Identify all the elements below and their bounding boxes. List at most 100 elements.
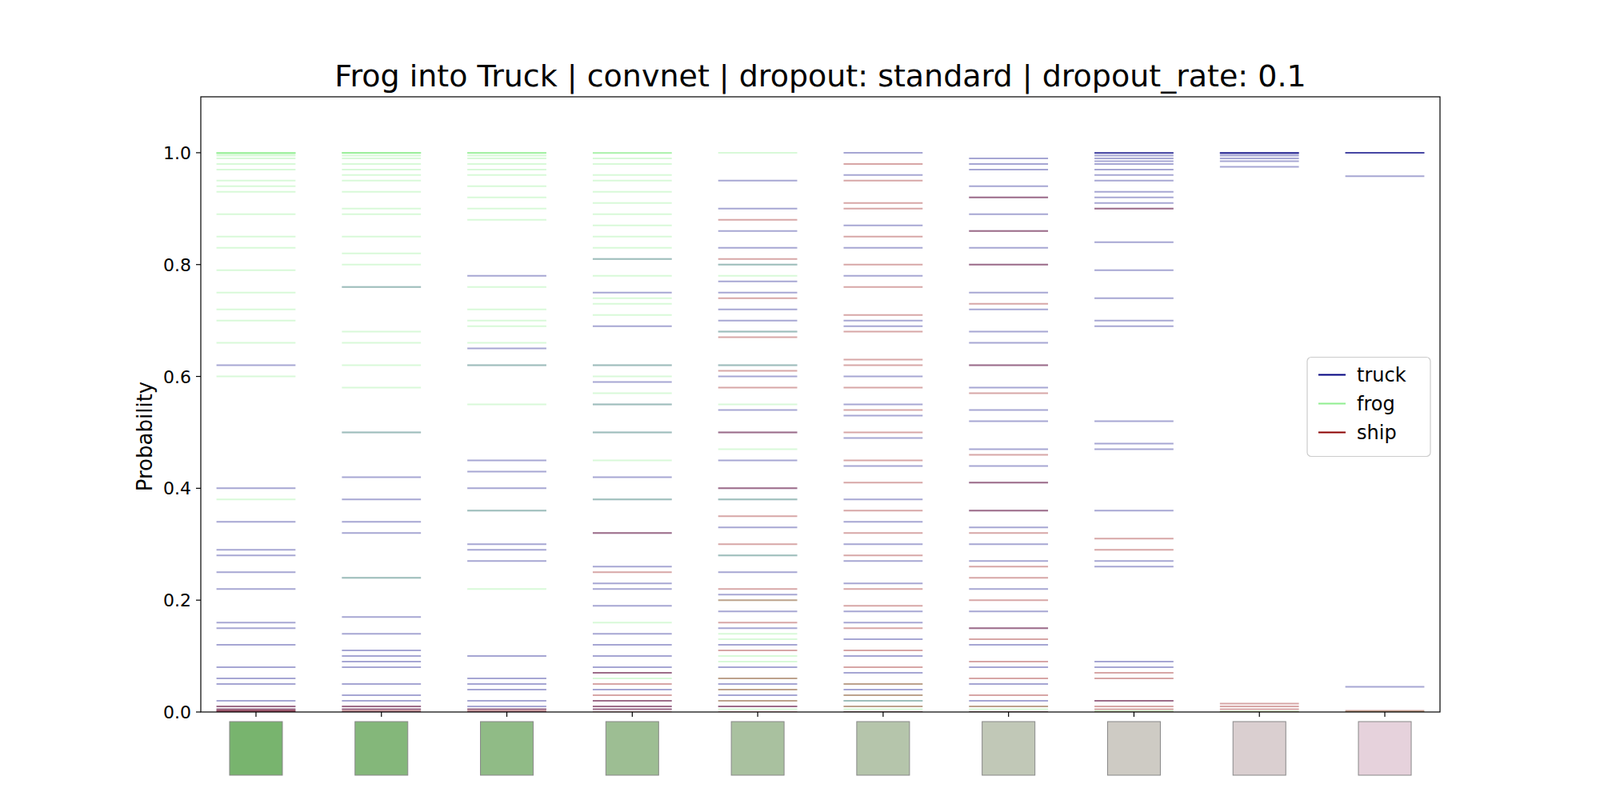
sample-line <box>1345 152 1425 154</box>
sample-line <box>467 152 547 154</box>
sample-line <box>592 376 672 378</box>
sample-line <box>718 677 798 680</box>
sample-line <box>341 191 421 193</box>
sample-line <box>968 196 1048 199</box>
sample-line <box>968 526 1048 528</box>
sample-line <box>844 655 924 657</box>
sample-line <box>216 342 296 344</box>
sample-line <box>467 710 547 712</box>
sample-line <box>844 431 924 433</box>
sample-line <box>592 588 672 590</box>
sample-line <box>844 325 924 328</box>
sample-line <box>216 191 296 193</box>
sample-line <box>718 688 798 691</box>
sample-line <box>1220 152 1300 154</box>
sample-line <box>718 258 798 260</box>
sample-line <box>1220 160 1300 162</box>
sample-line <box>1220 154 1300 156</box>
sample-line <box>467 705 547 708</box>
sample-line <box>592 708 672 711</box>
sample-line <box>844 705 924 708</box>
sample-line <box>1094 710 1174 712</box>
sample-line <box>844 560 924 562</box>
sample-line <box>844 649 924 652</box>
sample-line <box>844 638 924 640</box>
sample-line <box>844 152 924 154</box>
sample-line <box>1345 152 1425 154</box>
sample-line <box>718 404 798 406</box>
sample-line <box>467 342 547 344</box>
sample-line <box>718 621 798 624</box>
sample-line <box>467 196 547 199</box>
sample-line <box>592 644 672 646</box>
sample-line <box>341 576 421 579</box>
y-axis-label: Probability <box>132 381 157 492</box>
sample-line <box>844 708 924 711</box>
sample-line <box>844 286 924 288</box>
sample-line <box>1094 700 1174 702</box>
sample-line <box>718 498 798 500</box>
sample-line <box>592 404 672 406</box>
sample-line <box>844 588 924 590</box>
sample-line <box>844 627 924 629</box>
sample-line <box>718 688 798 691</box>
sample-line <box>467 185 547 188</box>
thumbnail <box>1358 721 1412 776</box>
sample-line <box>968 705 1048 708</box>
sample-line <box>592 705 672 708</box>
sample-line <box>1094 560 1174 562</box>
sample-line <box>718 308 798 311</box>
sample-line <box>844 705 924 708</box>
sample-line <box>718 370 798 372</box>
sample-line <box>592 152 672 154</box>
sample-line <box>844 202 924 204</box>
sample-line <box>1094 191 1174 193</box>
sample-line <box>467 325 547 328</box>
sample-line <box>592 632 672 635</box>
sample-line <box>592 431 672 433</box>
sample-line <box>341 180 421 182</box>
sample-line <box>467 700 547 702</box>
thumbnail <box>731 721 784 776</box>
sample-line <box>718 387 798 389</box>
sample-line <box>718 515 798 517</box>
y-tick <box>196 600 201 601</box>
x-tick <box>1384 712 1385 717</box>
sample-line <box>718 700 798 702</box>
sample-line <box>467 308 547 311</box>
sample-line <box>1094 420 1174 422</box>
sample-line <box>844 683 924 685</box>
sample-line <box>341 387 421 389</box>
sample-line <box>1094 152 1174 154</box>
sample-line <box>718 208 798 210</box>
sample-line <box>1345 175 1425 177</box>
sample-line <box>592 292 672 294</box>
sample-line <box>216 364 296 367</box>
sample-line <box>341 252 421 255</box>
plot-frame <box>200 96 1440 712</box>
sample-line <box>718 264 798 266</box>
sample-line <box>216 152 296 154</box>
sample-line <box>341 152 421 154</box>
sample-line <box>592 708 672 711</box>
sample-line <box>341 364 421 367</box>
sample-line <box>1094 320 1174 322</box>
sample-line <box>592 459 672 461</box>
y-tick-label: 1.0 <box>163 143 192 164</box>
sample-line <box>216 644 296 646</box>
y-tick <box>196 376 201 377</box>
sample-line <box>718 649 798 652</box>
sample-line <box>1094 672 1174 674</box>
sample-line <box>592 157 672 160</box>
sample-line <box>844 520 924 523</box>
sample-line <box>1094 666 1174 668</box>
thumbnail <box>982 721 1036 776</box>
sample-line <box>216 163 296 165</box>
sample-line <box>467 152 547 155</box>
sample-line <box>467 509 547 512</box>
sample-line <box>341 152 421 155</box>
sample-line <box>1094 708 1174 711</box>
chart: Frog into Truck | convnet | dropout: sta… <box>0 0 1600 800</box>
x-tick <box>506 712 508 717</box>
sample-line <box>1094 537 1174 540</box>
